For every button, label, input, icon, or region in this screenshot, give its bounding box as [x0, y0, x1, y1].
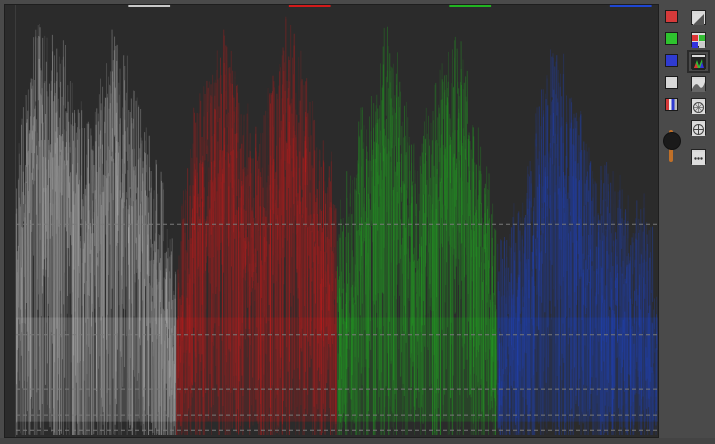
scope-left-rule — [15, 5, 16, 437]
waveform-scope — [4, 4, 659, 438]
red-channel-trace — [176, 16, 337, 436]
luma-channel-trace — [15, 23, 177, 436]
scope-sidebar — [659, 0, 715, 444]
brightness-slider-knob[interactable] — [663, 132, 681, 150]
histogram-icon[interactable] — [691, 76, 706, 92]
luma-channel-toggle[interactable] — [665, 76, 678, 89]
crosshair-scope-icon[interactable] — [691, 120, 706, 136]
parade-colors-toggle[interactable] — [665, 98, 678, 111]
more-options-icon[interactable] — [691, 149, 706, 165]
red-top-marker — [288, 5, 331, 7]
bottom-border — [0, 438, 715, 444]
blue-channel-trace — [497, 49, 658, 436]
green-top-marker — [449, 5, 492, 7]
rgb-parade-icon[interactable] — [691, 32, 706, 48]
vectorscope-icon[interactable] — [691, 98, 706, 114]
green-channel-trace — [336, 26, 498, 436]
waveform-traces — [15, 16, 658, 436]
scope-gridlines — [16, 223, 658, 431]
channel-top-markers — [128, 5, 652, 7]
luma-top-marker — [128, 5, 171, 7]
waveform-icon[interactable] — [691, 10, 706, 25]
blue-channel-toggle[interactable] — [665, 54, 678, 67]
overlay-parade-icon[interactable] — [687, 50, 710, 73]
blue-top-marker — [609, 5, 652, 7]
red-channel-toggle[interactable] — [665, 10, 678, 23]
scope-canvas — [15, 5, 658, 436]
green-channel-toggle[interactable] — [665, 32, 678, 45]
